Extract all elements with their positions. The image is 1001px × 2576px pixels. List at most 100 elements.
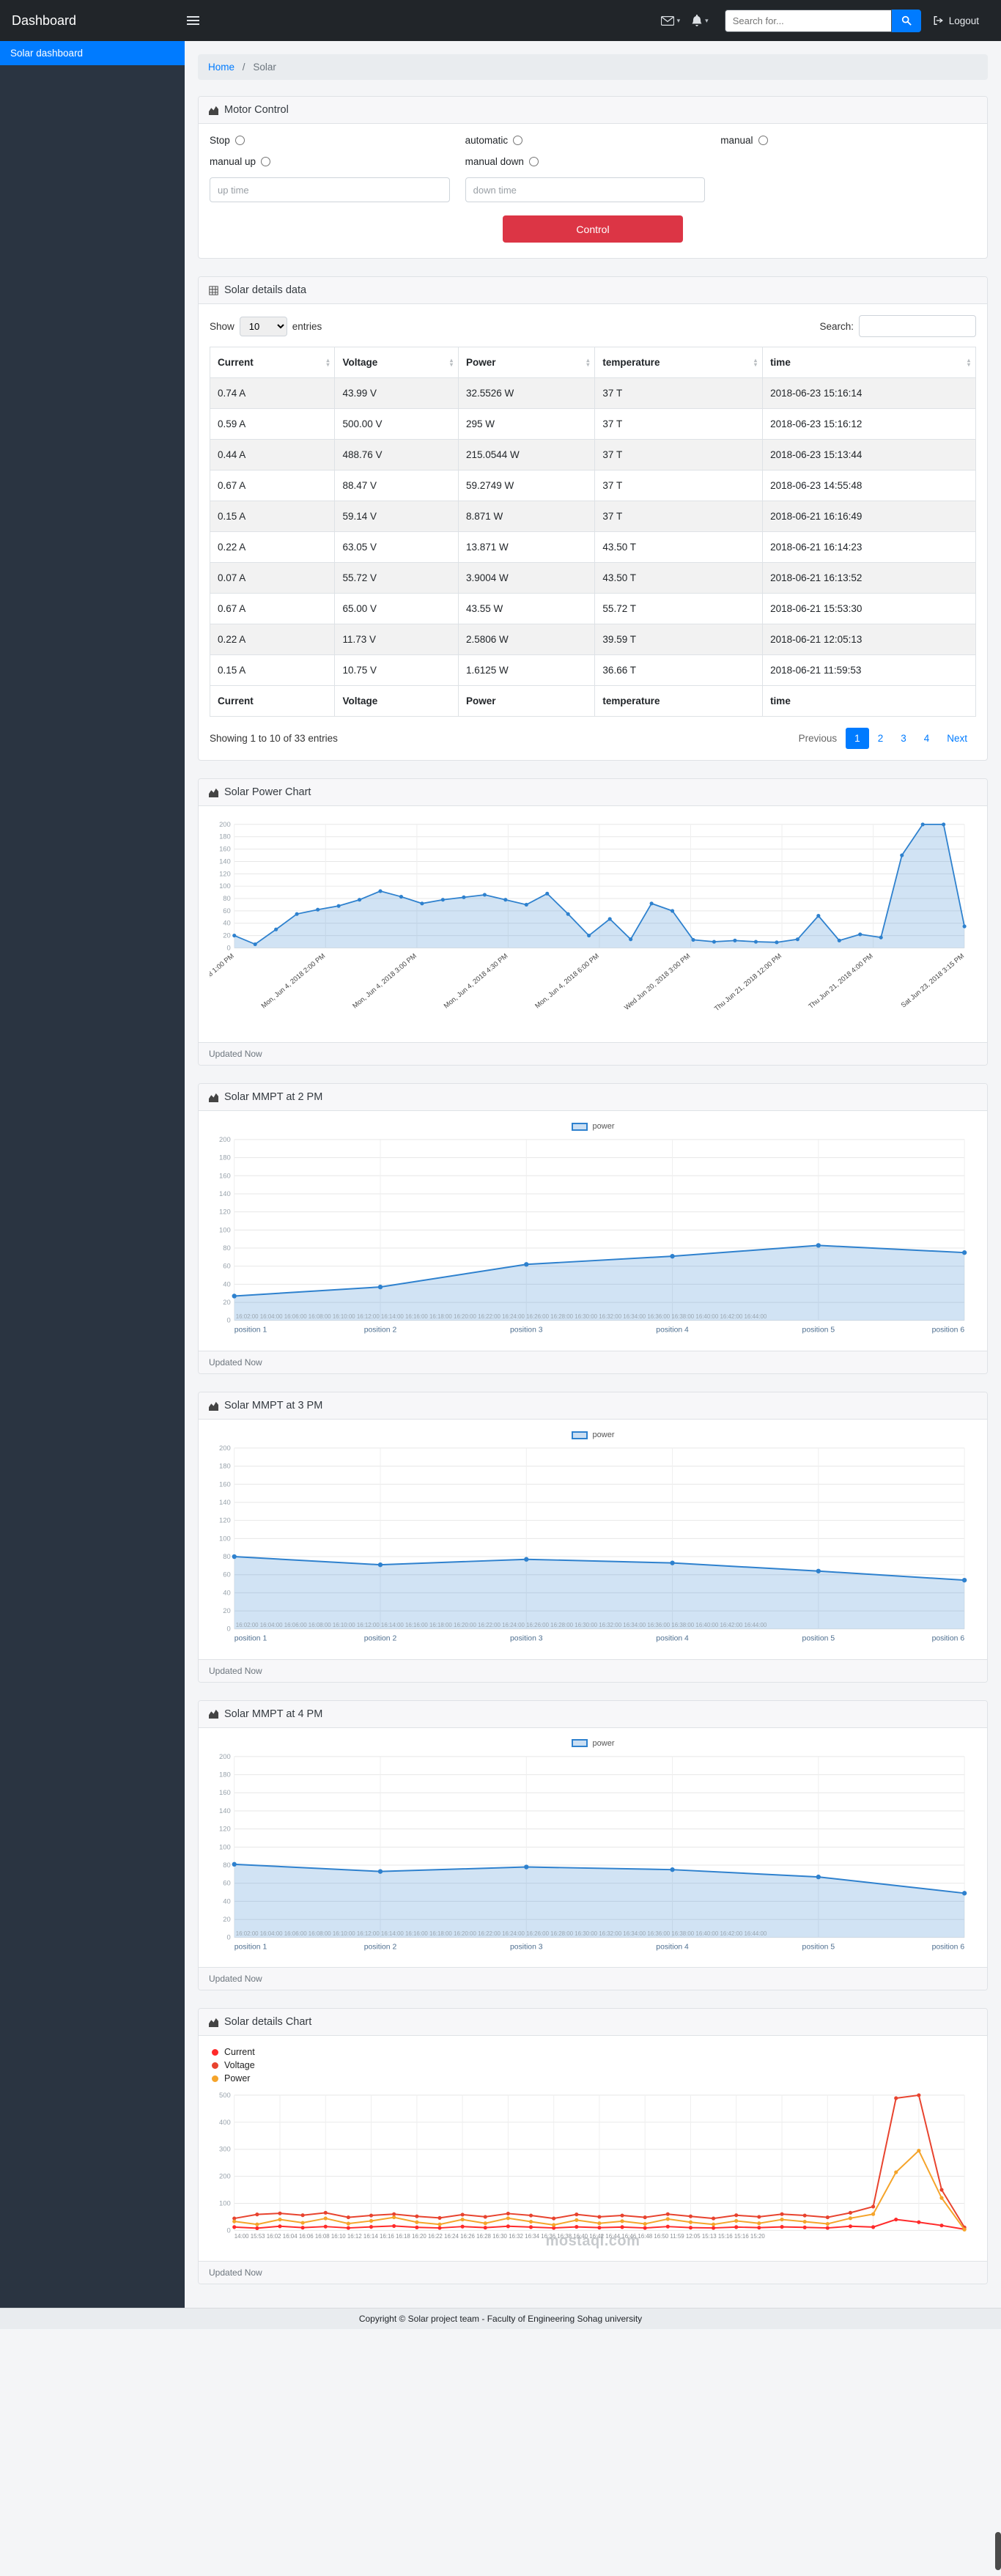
table-cell: 0.22 A: [209, 624, 336, 655]
logout-button[interactable]: Logout: [933, 15, 979, 26]
sort-icon: ▴ ▾: [586, 356, 590, 368]
down-time-input[interactable]: [465, 177, 706, 202]
main-content: Home / Solar Motor Control Stop automati…: [185, 41, 1001, 2308]
sort-icon: ▴ ▾: [754, 356, 758, 368]
chart-svg: 0 20 40 60 80 100 120 140 160 180 200 position 1 pos…: [219, 1444, 967, 1643]
pagination-page-2[interactable]: 2: [877, 733, 884, 744]
svg-text:20: 20: [223, 1915, 230, 1923]
column-header[interactable]: Voltage ▴ ▾: [334, 347, 459, 378]
chart-svg: 0 20 40 60 80 100 120 140 160 180 200 Mon, Jun 4, 2…: [210, 820, 967, 1013]
card-title: Motor Control: [224, 104, 289, 116]
breadcrumb-home-link[interactable]: Home: [208, 62, 235, 73]
table-info: Showing 1 to 10 of 33 entries: [210, 733, 338, 744]
table-cell: 2018-06-21 16:14:23: [762, 531, 976, 563]
svg-text:180: 180: [219, 833, 231, 841]
table-cell: 3.9004 W: [457, 562, 596, 594]
card-title: Solar MMPT at 2 PM: [224, 1091, 323, 1104]
svg-text:position 4: position 4: [656, 1326, 689, 1335]
card-header: Solar MMPT at 2 PM: [199, 1084, 987, 1112]
table-row: 0.22 A 63.05 V 13.871 W 43.50 T 2018-06-21 1…: [209, 531, 976, 563]
control-button[interactable]: Control: [503, 215, 683, 243]
legend-item-current: Current: [212, 2047, 976, 2057]
svg-text:Thu Jun 21, 2018 12:00 PM: Thu Jun 21, 2018 12:00 PM: [712, 951, 783, 1012]
card-header: Solar MMPT at 4 PM: [199, 1700, 987, 1728]
card-title: Solar details data: [224, 284, 307, 296]
alerts-dropdown[interactable]: ▾: [692, 15, 709, 26]
legend-item-voltage: Voltage: [212, 2060, 976, 2070]
table-cell: 2018-06-21 16:16:49: [762, 501, 976, 532]
svg-text:0: 0: [227, 1316, 231, 1324]
search-input[interactable]: [724, 9, 892, 32]
legend-dot-icon: [212, 2062, 218, 2069]
svg-text:80: 80: [223, 1552, 230, 1560]
manual-radio[interactable]: [758, 136, 768, 145]
svg-text:100: 100: [219, 1534, 231, 1542]
card-footer: Updated Now: [199, 1967, 987, 1990]
table-cell: 32.5526 W: [457, 377, 596, 409]
pagination-next[interactable]: Next: [947, 733, 967, 744]
svg-text:200: 200: [219, 1135, 231, 1143]
logout-label: Logout: [948, 15, 979, 26]
sidebar-item-solar-dashboard[interactable]: Solar dashboard: [0, 41, 185, 65]
automatic-radio[interactable]: [513, 136, 523, 145]
solar-mmpt-2pm-chart: 0 20 40 60 80 100 120 140 160 180 200 position 1 pos…: [210, 1132, 976, 1340]
table-cell: 37 T: [594, 377, 764, 409]
stop-radio[interactable]: [234, 136, 245, 145]
svg-text:Sat Jun 23, 2018 3:15 PM: Sat Jun 23, 2018 3:15 PM: [899, 951, 966, 1008]
table-cell: 2018-06-23 15:16:14: [762, 377, 976, 409]
table-cell: 59.2749 W: [457, 470, 596, 501]
svg-text:20: 20: [223, 1299, 230, 1307]
svg-text:200: 200: [219, 2172, 231, 2180]
svg-text:Mon, Jun 4, 2018 3:00 PM: Mon, Jun 4, 2018 3:00 PM: [351, 951, 418, 1009]
svg-text:position 5: position 5: [802, 1326, 835, 1335]
svg-text:180: 180: [219, 1770, 231, 1778]
scrollbar-thumb[interactable]: [995, 2532, 1001, 2570]
page-length-select[interactable]: 10: [239, 316, 287, 336]
svg-text:200: 200: [219, 1444, 231, 1452]
table-cell: 0.44 A: [209, 439, 336, 470]
table-cell: 0.15 A: [209, 654, 336, 686]
pagination-page-1[interactable]: 1: [846, 728, 869, 749]
svg-text:20: 20: [223, 931, 230, 940]
up-time-input[interactable]: [210, 177, 450, 202]
search-button[interactable]: [891, 9, 921, 32]
chart-area-icon: [209, 1093, 218, 1102]
table-search-input[interactable]: [859, 315, 976, 337]
card-footer: Updated Now: [199, 1042, 987, 1066]
column-header[interactable]: Power ▴ ▾: [457, 347, 596, 378]
card-footer: Updated Now: [199, 1351, 987, 1374]
pagination-previous[interactable]: Previous: [798, 733, 838, 744]
column-footer: time: [762, 685, 976, 717]
page-footer: Copyright © Solar project team - Faculty…: [0, 2308, 1001, 2330]
table-row: 0.74 A 43.99 V 32.5526 W 37 T 2018-06-23 15:…: [209, 377, 976, 409]
card-title: Solar details Chart: [224, 2016, 312, 2029]
table-cell: 2018-06-23 14:55:48: [762, 470, 976, 501]
svg-text:Thu Jun 21, 2018 4:00 PM: Thu Jun 21, 2018 4:00 PM: [807, 951, 874, 1010]
manual-up-radio[interactable]: [261, 157, 271, 166]
bell-icon: [692, 15, 702, 26]
datatable-controls: Show 10 entries Search:: [210, 315, 976, 337]
card-header: Solar details Chart: [199, 2009, 987, 2037]
svg-text:Mon, Jun 4, 2018 6:00 PM: Mon, Jun 4, 2018 6:00 PM: [533, 951, 601, 1009]
pagination-page-3[interactable]: 3: [901, 733, 906, 744]
manual-down-radio[interactable]: [528, 157, 539, 166]
sidenav-toggle-button[interactable]: [184, 12, 202, 29]
sidebar: Solar dashboard: [0, 41, 185, 2309]
column-header[interactable]: Current ▴ ▾: [209, 347, 336, 378]
pagination-page-4[interactable]: 4: [923, 733, 930, 744]
svg-text:Mon, Jun 4, 2018 4:30 PM: Mon, Jun 4, 2018 4:30 PM: [442, 951, 509, 1009]
messages-dropdown[interactable]: ▾: [660, 15, 680, 26]
table-cell: 43.55 W: [457, 593, 596, 624]
table-cell: 36.66 T: [594, 654, 764, 686]
svg-text:120: 120: [219, 1208, 231, 1216]
column-header[interactable]: time ▴ ▾: [762, 347, 976, 378]
svg-text:160: 160: [219, 1172, 231, 1180]
chart-legend: power: [210, 1122, 976, 1131]
navbar-search-form: [724, 9, 921, 32]
svg-text:80: 80: [223, 1244, 230, 1252]
column-footer: Power: [457, 685, 596, 717]
svg-text:14:00 15:53 16:02 16:04 16:06: 14:00 15:53 16:02 16:04 16:06 16:08 16:1…: [234, 2233, 766, 2240]
svg-text:140: 140: [219, 1189, 231, 1197]
svg-text:160: 160: [219, 1480, 231, 1488]
column-header[interactable]: temperature ▴ ▾: [594, 347, 764, 378]
